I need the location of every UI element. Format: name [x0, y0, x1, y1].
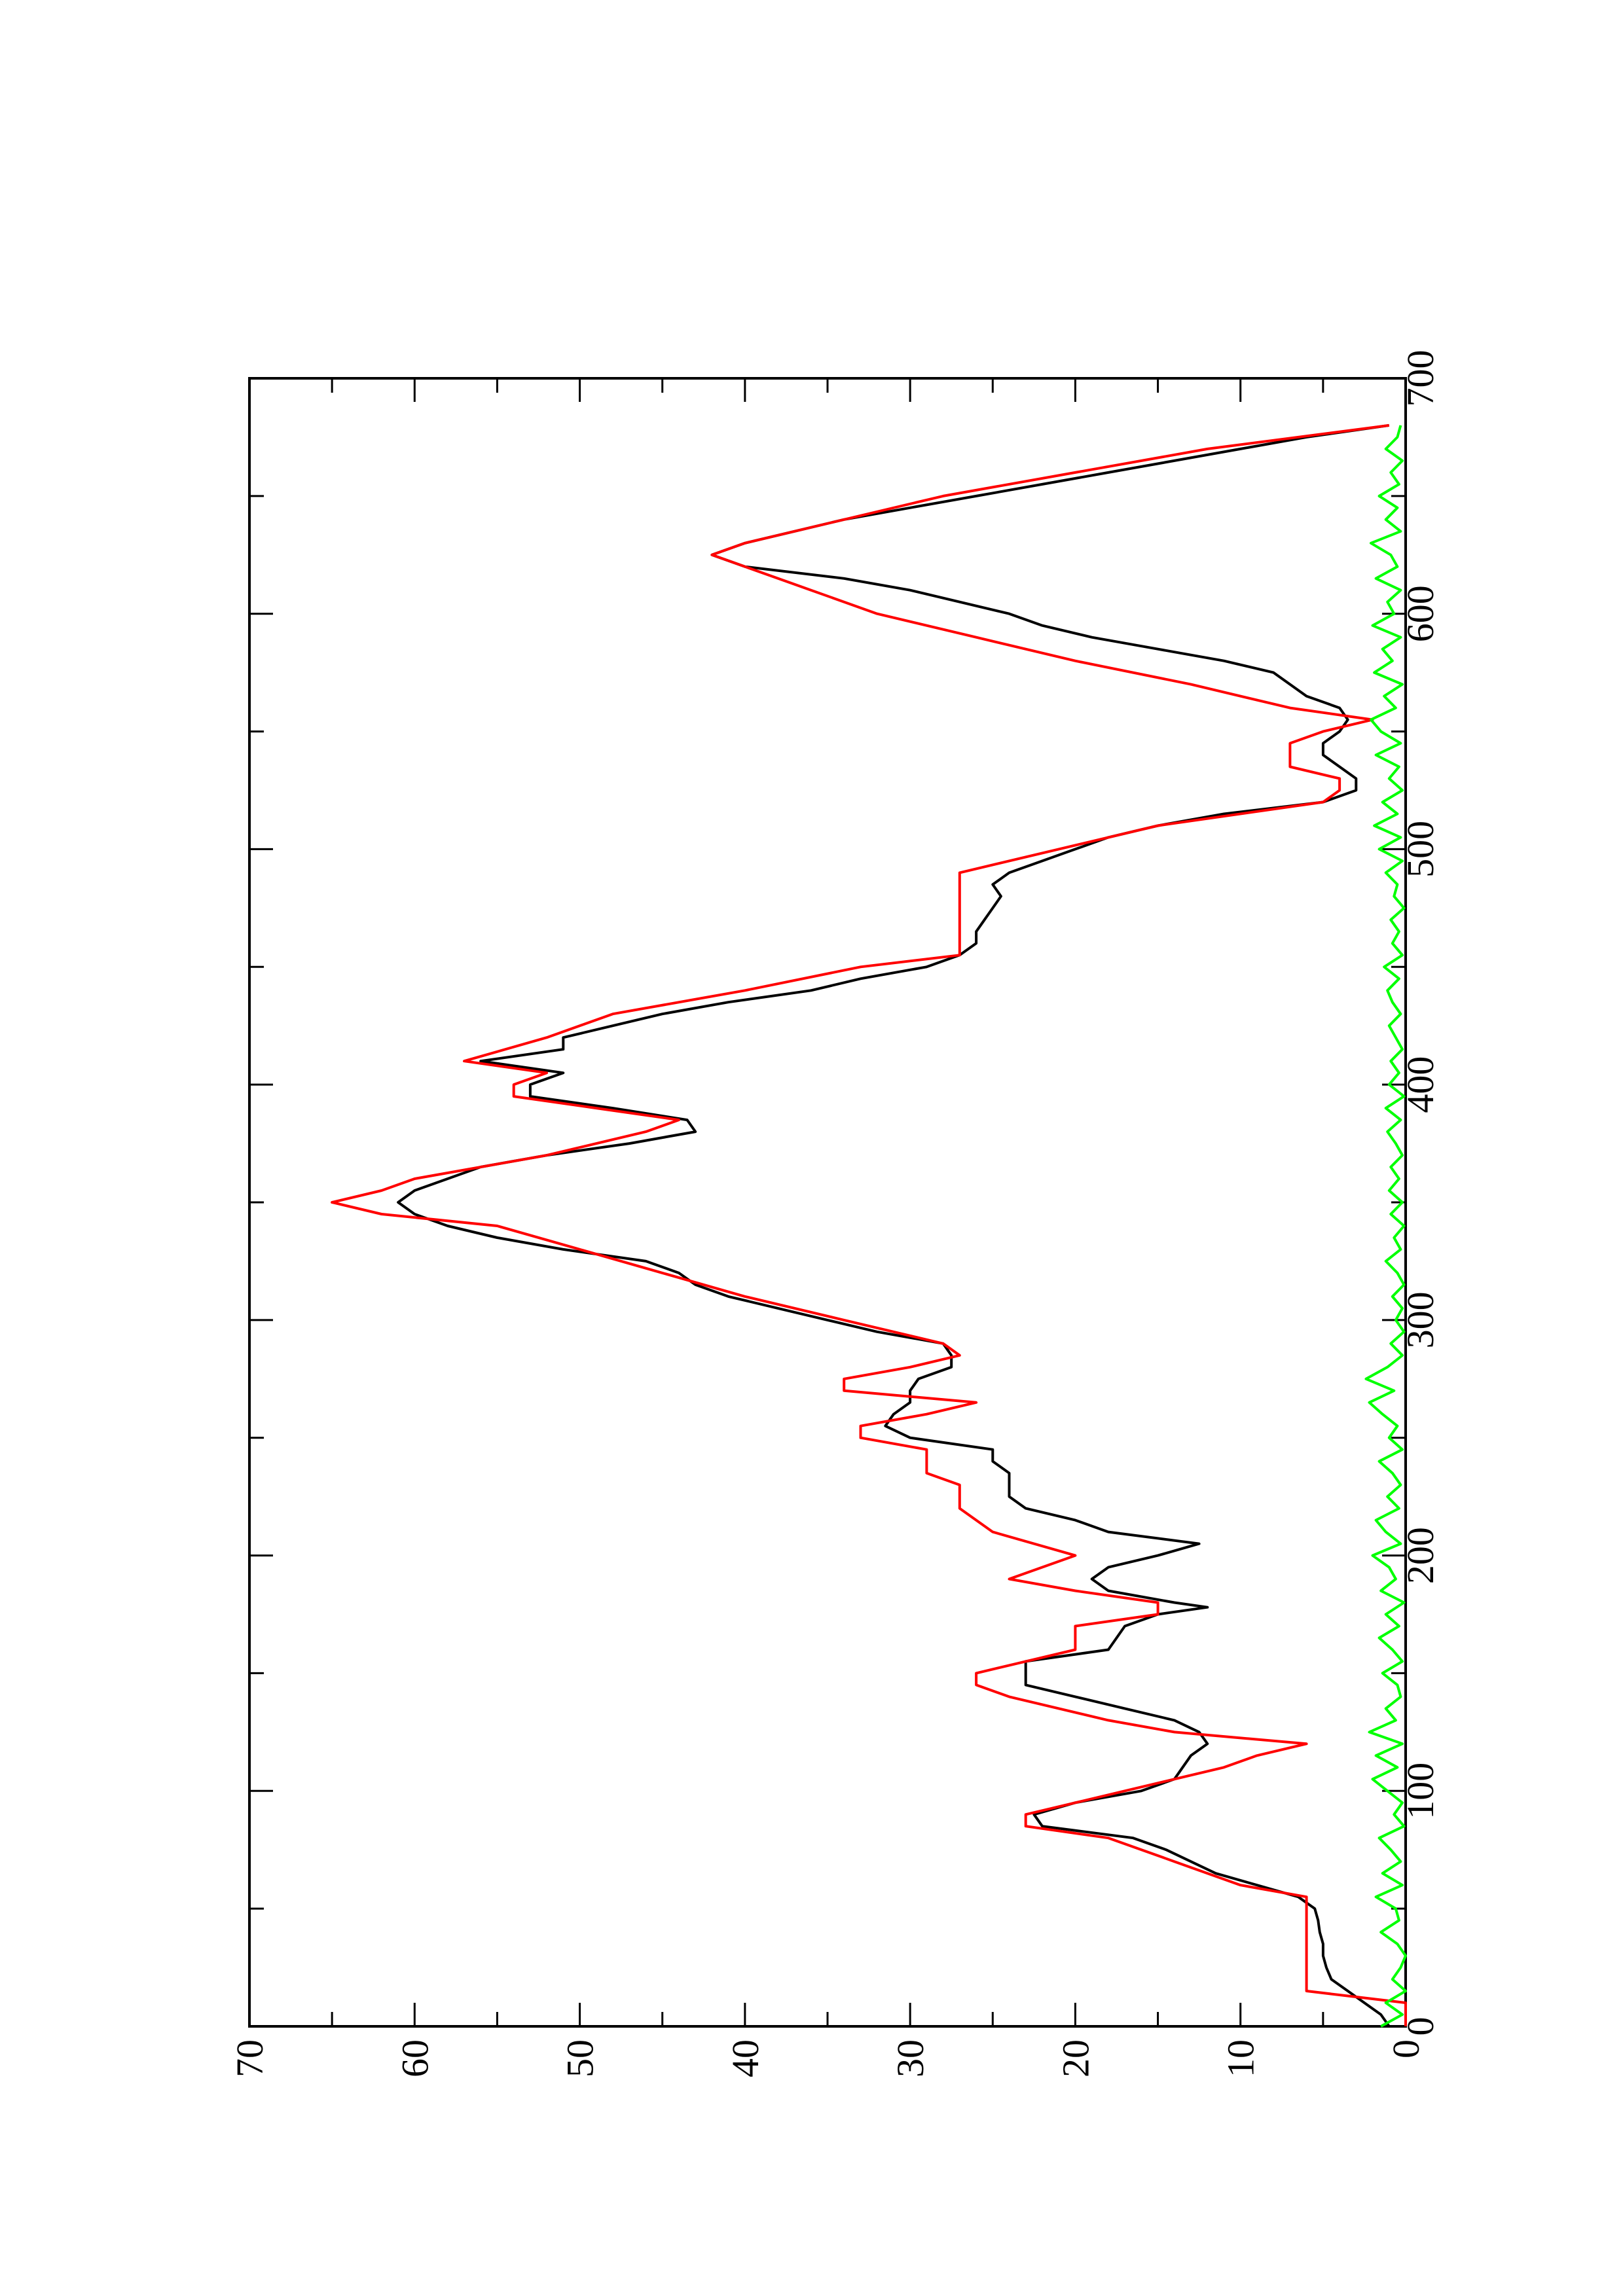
- x-tick-label: 200: [1399, 1527, 1442, 1584]
- series-group: [331, 423, 1407, 2028]
- y-tick-label: 0: [1385, 2039, 1427, 2058]
- series-line-2: [331, 423, 1407, 2026]
- y-tick-label: 20: [1054, 2039, 1097, 2077]
- y-tick-label: 50: [559, 2039, 602, 2077]
- y-tick-label: 70: [228, 2039, 271, 2077]
- series-line-3: [1364, 425, 1407, 2028]
- y-tick-label: 10: [1220, 2039, 1262, 2077]
- series-line-1: [397, 423, 1391, 2028]
- x-tick-label: 600: [1399, 585, 1442, 642]
- y-tick-label: 30: [889, 2039, 932, 2077]
- x-tick-label: 300: [1399, 1291, 1442, 1348]
- x-tick-label: 100: [1399, 1763, 1442, 1820]
- plot-frame: [248, 377, 1407, 2028]
- y-tick-label: 60: [393, 2039, 436, 2077]
- x-tick-label: 400: [1399, 1056, 1442, 1113]
- x-tick-label: 700: [1399, 350, 1442, 407]
- x-tick-label: 500: [1399, 821, 1442, 878]
- y-tick-label: 40: [724, 2039, 767, 2077]
- axis-ticks: [248, 377, 1407, 2028]
